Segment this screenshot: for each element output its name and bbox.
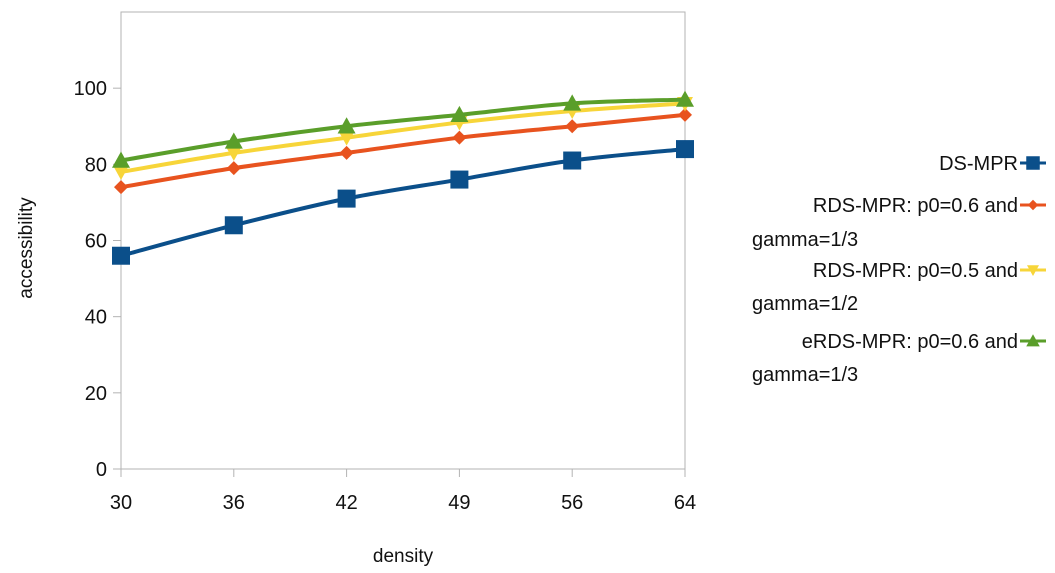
legend-label: gamma=1/2 xyxy=(752,293,858,315)
data-point xyxy=(224,132,243,149)
y-tick-label: 60 xyxy=(85,231,107,253)
legend-entry-4: eRDS-MPR: p0=0.6 and gamma=1/3 xyxy=(752,331,1046,386)
legend-label: DS-MPR xyxy=(939,153,1018,175)
y-tick-label: 100 xyxy=(74,78,107,100)
x-tick-label: 49 xyxy=(448,492,470,514)
data-point xyxy=(678,107,692,122)
series-3 xyxy=(113,97,693,180)
legend-label: gamma=1/3 xyxy=(752,364,858,386)
legend-key-marker xyxy=(1026,334,1040,347)
series-4 xyxy=(112,90,694,168)
legend-label: eRDS-MPR: p0=0.6 and xyxy=(802,331,1018,353)
x-tick-label: 64 xyxy=(674,492,696,514)
data-point xyxy=(452,130,467,145)
data-point xyxy=(337,189,356,208)
legend-entry-2: RDS-MPR: p0=0.6 and gamma=1/3 xyxy=(752,195,1046,251)
plot-area xyxy=(120,11,686,470)
legend-label: RDS-MPR: p0=0.5 and xyxy=(813,260,1018,282)
legend-entry-1: DS-MPR xyxy=(939,153,1046,175)
series-line xyxy=(119,97,687,163)
data-point xyxy=(114,180,128,195)
x-tick-label: 42 xyxy=(335,492,357,514)
data-point xyxy=(337,117,356,134)
series-line xyxy=(119,147,687,258)
data-point xyxy=(113,165,129,180)
series-1 xyxy=(112,140,694,265)
data-point xyxy=(112,151,130,168)
series-line xyxy=(119,112,687,190)
y-tick-label: 40 xyxy=(85,307,107,329)
data-point xyxy=(226,161,241,176)
x-tick-label: 30 xyxy=(110,492,132,514)
legend-key-marker xyxy=(1027,265,1039,276)
x-tick-label: 36 xyxy=(223,492,245,514)
legend-label: gamma=1/3 xyxy=(752,229,858,251)
legend-key-marker xyxy=(1026,156,1040,170)
legend-key-marker xyxy=(1027,199,1039,211)
data-point xyxy=(225,146,242,161)
y-tick-label: 0 xyxy=(96,459,107,481)
data-point xyxy=(563,94,582,111)
data-point xyxy=(565,119,580,134)
x-axis-title: density xyxy=(373,546,434,567)
data-point xyxy=(450,170,469,189)
y-tick-label: 20 xyxy=(85,383,107,405)
data-point xyxy=(676,90,694,107)
series-2 xyxy=(114,107,692,195)
y-tick-label: 80 xyxy=(85,154,107,176)
legend-label: RDS-MPR: p0=0.6 and xyxy=(813,195,1018,217)
data-point xyxy=(339,145,354,160)
data-point xyxy=(563,151,582,170)
x-tick-label: 56 xyxy=(561,492,583,514)
data-point xyxy=(450,105,469,123)
data-point xyxy=(338,131,355,146)
y-axis-title: accessibility xyxy=(16,197,37,299)
series-line xyxy=(119,101,687,174)
data-point xyxy=(676,140,694,159)
data-point xyxy=(112,246,130,265)
data-point xyxy=(224,216,243,235)
legend-entry-3: RDS-MPR: p0=0.5 and gamma=1/2 xyxy=(752,260,1046,315)
